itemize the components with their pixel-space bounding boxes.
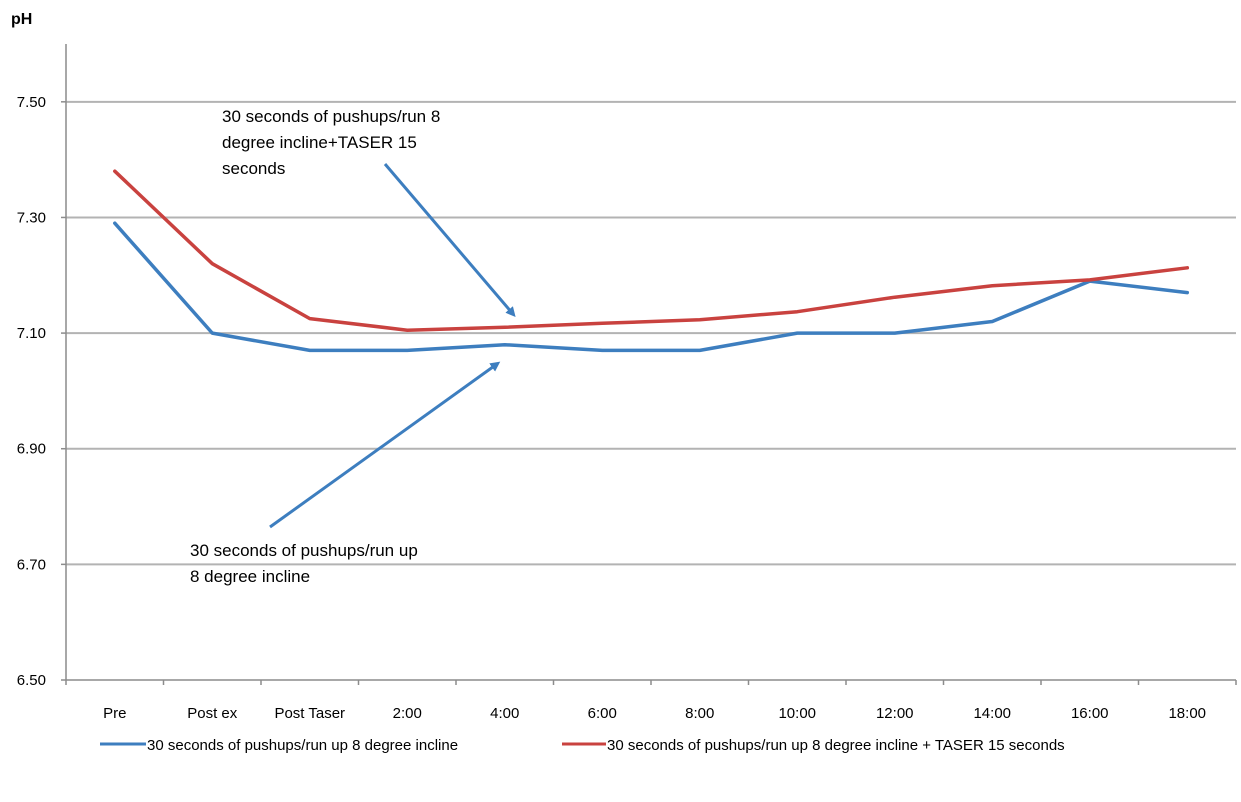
y-tick-label: 7.50: [17, 94, 46, 111]
axes: [61, 44, 1237, 685]
x-tick-label: 10:00: [778, 705, 816, 722]
x-tick-label: Post Taser: [274, 705, 345, 722]
annotation-taser-line-2: degree incline+TASER 15: [222, 133, 417, 152]
annotation-taser-line-3: seconds: [222, 159, 285, 178]
x-tick-label: Post ex: [187, 705, 238, 722]
annotation-exercise-line-1: 30 seconds of pushups/run up: [190, 541, 418, 560]
annotation-taser-line-1: 30 seconds of pushups/run 8: [222, 107, 440, 126]
annotation-exercise-line-2: 8 degree incline: [190, 567, 310, 586]
annotation-taser-arrow: [383, 163, 516, 318]
x-tick-label: 6:00: [588, 705, 617, 722]
series-lines: [113, 169, 1190, 353]
y-tick-label: 6.90: [17, 441, 46, 458]
gridlines: [66, 100, 1236, 566]
x-tick-label: 8:00: [685, 705, 714, 722]
x-tick-label: 18:00: [1168, 705, 1206, 722]
legend: 30 seconds of pushups/run up 8 degree in…: [100, 737, 1065, 754]
x-tick-label: 14:00: [973, 705, 1011, 722]
x-tick-label: 12:00: [876, 705, 914, 722]
legend-label-taser: 30 seconds of pushups/run up 8 degree in…: [607, 737, 1065, 754]
annotation-exercise-arrow: [269, 361, 501, 529]
x-tick-labels: Pre Post ex Post Taser 2:00 4:00 6:00 8:00 10:0…: [103, 705, 1206, 722]
x-tick-label: 2:00: [393, 705, 422, 722]
y-axis-label: pH: [11, 11, 32, 28]
x-tick-label: 16:00: [1071, 705, 1109, 722]
x-tick-label: Pre: [103, 705, 126, 722]
series-line-0: [113, 221, 1190, 353]
y-tick-label: 7.10: [17, 325, 46, 342]
y-tick-labels: 6.50 6.70 6.90 7.10 7.30 7.50: [17, 94, 46, 689]
series-line-1: [113, 169, 1190, 332]
y-tick-label: 6.50: [17, 672, 46, 689]
x-tick-label: 4:00: [490, 705, 519, 722]
y-tick-label: 7.30: [17, 209, 46, 226]
y-tick-label: 6.70: [17, 556, 46, 573]
annotation-taser: 30 seconds of pushups/run 8 degree incli…: [222, 107, 516, 318]
legend-label-exercise: 30 seconds of pushups/run up 8 degree in…: [147, 737, 458, 754]
annotation-exercise: 30 seconds of pushups/run up 8 degree in…: [190, 361, 501, 586]
